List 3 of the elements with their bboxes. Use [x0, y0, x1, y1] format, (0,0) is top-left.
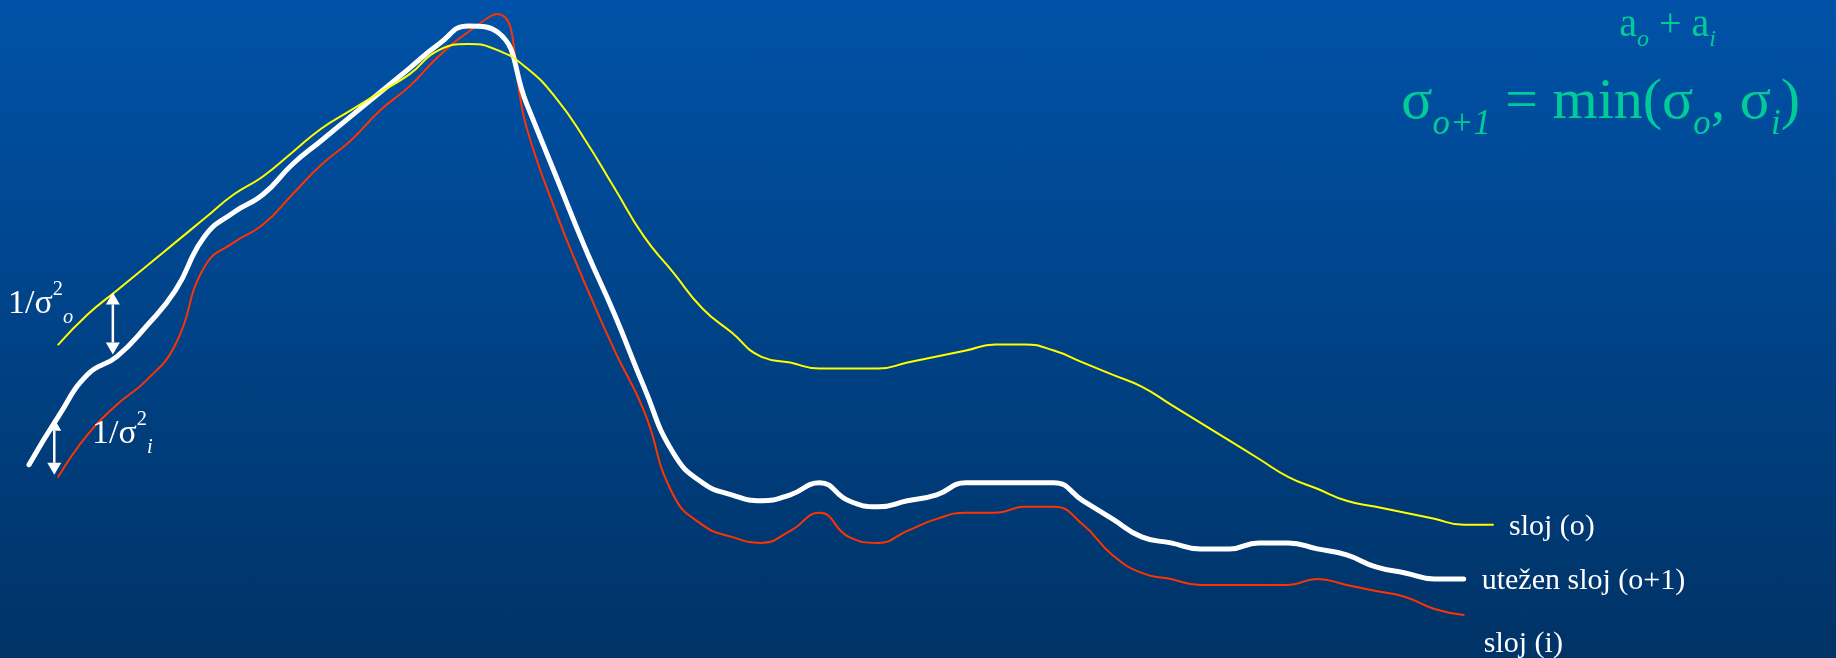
series-label: sloj (i): [1483, 624, 1563, 658]
series-label: utežen sloj (o+1): [1481, 562, 1686, 597]
series-label: sloj (o): [1509, 508, 1595, 543]
